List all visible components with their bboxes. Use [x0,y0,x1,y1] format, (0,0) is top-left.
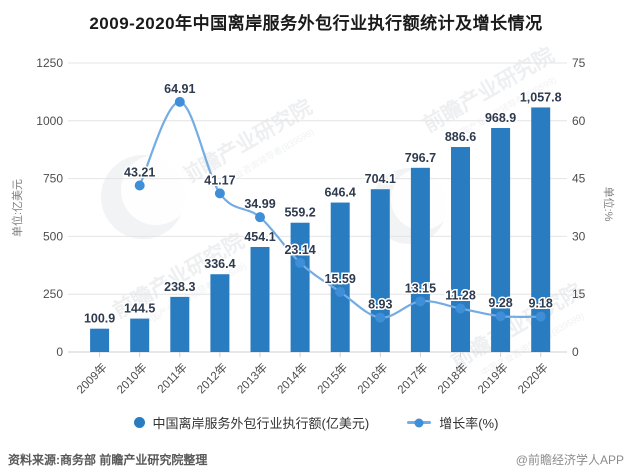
line-marker [535,311,546,322]
line-marker [495,311,506,322]
line-series-marker-icon [407,418,432,427]
bar-value-label: 704.1 [365,172,396,186]
line-value-label: 34.99 [244,197,275,211]
bar-value-label: 646.4 [325,186,356,200]
line-value-label: 13.15 [405,281,436,295]
x-axis-label: 2017年 [394,360,430,396]
y-axis-tick-right: 75 [572,56,586,70]
legend-label-line: 增长率(%) [439,416,499,431]
line-marker [375,312,386,323]
data-source-text: 资料来源:商务部 前瞻产业研究院整理 [8,453,208,467]
y-axis-tick-left: 1000 [36,114,63,128]
bar-series-marker-icon [133,417,145,428]
y-axis-tick-left: 250 [43,287,63,301]
x-axis-label: 2013年 [234,360,270,396]
bar [531,107,551,352]
line-value-label: 11.28 [445,289,476,303]
bar-value-label: 144.5 [124,302,155,316]
bar-value-label: 968.9 [485,111,516,125]
watermark-logo-icon [121,155,191,225]
bar-value-label: 100.9 [84,312,115,326]
growth-line [138,100,541,319]
bar-value-label: 336.4 [204,257,235,271]
bar [491,127,511,352]
bar [130,318,150,352]
x-axis-label: 2015年 [314,360,350,396]
line-marker [335,286,346,297]
line-marker [134,180,145,191]
legend-item-line: 增长率(%) [407,413,498,432]
line-series-dot-icon [414,418,424,427]
bar [290,222,310,352]
bar [451,147,470,352]
line-marker [174,96,185,107]
bar-value-label: 454.1 [244,230,275,244]
y-axis-tick-left: 1250 [36,56,63,70]
y-axis-tick-right: 30 [572,229,586,243]
bar-value-label: 559.2 [284,206,315,220]
x-axis-label: 2020年 [515,360,551,396]
line-marker [295,257,306,268]
bar-value-label: 1,057.8 [520,90,562,104]
x-axis-label: 2010年 [114,360,150,396]
line-value-label: 43.21 [124,165,155,179]
credit-text: @前瞻经济学人APP [515,453,624,467]
bar [210,274,230,352]
line-value-label: 41.17 [204,173,235,187]
bar [250,247,270,352]
line-value-label: 15.59 [325,272,356,286]
bar [330,202,350,352]
chart-title: 2009-2020年中国离岸服务外包行业执行额统计及增长情况 [89,14,543,33]
line-value-label: 9.18 [529,297,553,311]
x-axis-label: 2016年 [354,360,390,396]
y-axis-tick-left: 500 [43,229,63,243]
x-axis-label: 2012年 [194,360,230,396]
y-axis-tick-right: 45 [572,172,586,186]
line-marker [214,188,225,199]
bar-value-label: 238.3 [164,280,195,294]
line-value-label: 9.28 [488,296,512,310]
footer: 资料来源:商务部 前瞻产业研究院整理 @前瞻经济学人APP [0,451,632,468]
y-axis-tick-right: 15 [572,287,586,301]
line-value-label: 8.93 [368,298,392,312]
y-axis-tick-right: 60 [572,114,586,128]
bar [90,328,110,352]
bar [410,167,430,352]
y-axis-tick-left: 750 [43,172,63,186]
x-axis-label: 2014年 [274,360,310,396]
y-axis-tick-right: 0 [572,345,579,359]
x-axis-label: 2011年 [154,360,190,396]
legend-label-bar: 中国离岸服务外包行业执行额(亿美元) [152,416,370,431]
legend-item-bar: 中国离岸服务外包行业执行额(亿美元) [133,413,370,432]
line-marker [255,212,265,223]
legend: 中国离岸服务外包行业执行额(亿美元) 增长率(%) [0,413,632,432]
line-marker [455,303,466,314]
y-axis-tick-left: 0 [56,345,63,359]
bar-value-label: 886.6 [445,130,476,144]
bar-value-label: 796.7 [405,151,436,165]
x-axis-label: 2018年 [434,360,470,396]
line-value-label: 64.91 [164,82,195,96]
x-axis-label: 2009年 [74,360,110,396]
line-marker [415,296,426,307]
y-axis-title-right: 单位:% [602,187,616,222]
bar [370,189,390,352]
line-value-label: 23.14 [284,243,315,257]
y-axis-title-left: 单位:亿美元 [10,179,24,237]
bar [170,296,190,352]
